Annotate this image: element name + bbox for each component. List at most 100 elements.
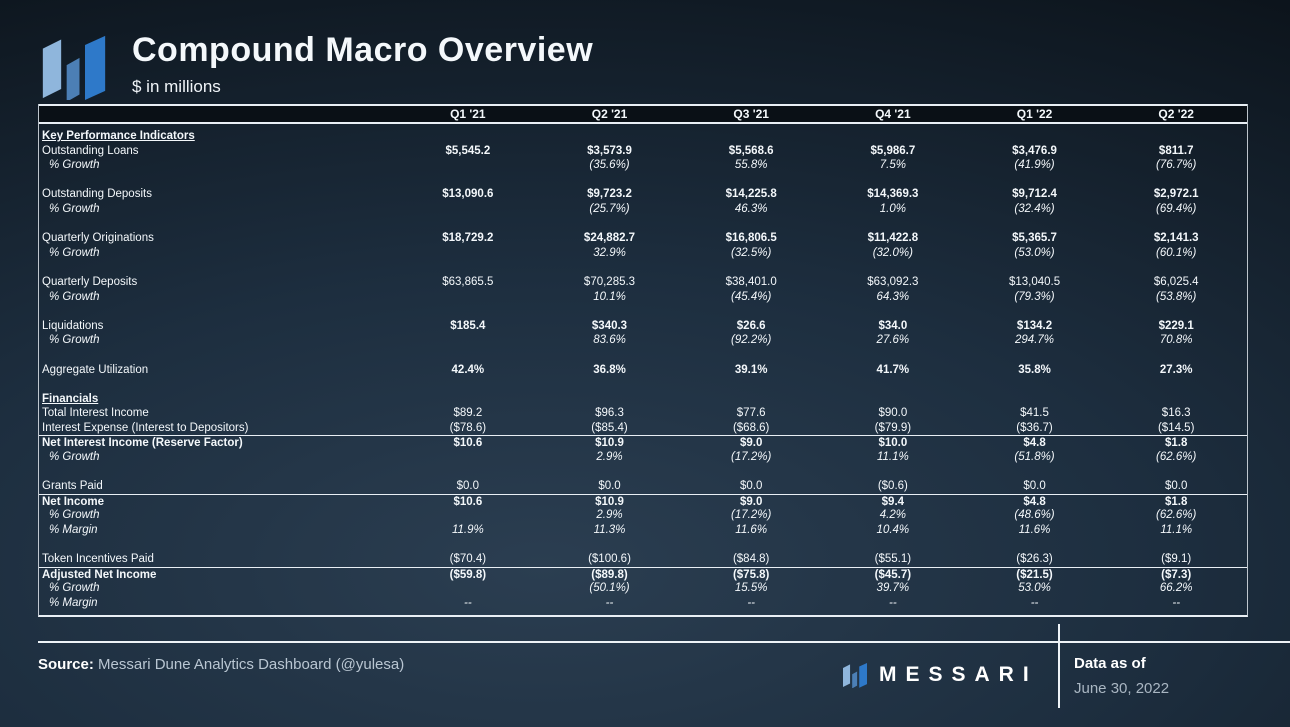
column-header: Q2 '21: [591, 107, 628, 121]
cell-value: ($89.8): [591, 568, 628, 581]
spacer-row: [39, 217, 1247, 232]
row-label: % Margin: [49, 597, 98, 609]
page-title: Compound Macro Overview: [132, 31, 594, 69]
cell-value: 27.3%: [1159, 363, 1193, 376]
cell-value: ($100.6): [588, 553, 631, 566]
cell-value: ($70.4): [449, 553, 487, 566]
table-row: Financials: [39, 392, 1247, 407]
cell-value: ($7.3): [1161, 568, 1192, 581]
cell-value: --: [747, 597, 756, 609]
cell-value: ($36.7): [1016, 421, 1053, 434]
cell-value: (76.7%): [1156, 159, 1197, 172]
cell-value: $4.8: [1023, 437, 1046, 450]
cell-value: (48.6%): [1014, 509, 1055, 522]
cell-value: 11.1%: [1160, 524, 1193, 537]
table-row: % Growth (25.7%) 46.3% 1.0% (32.4%) (69.4%): [39, 202, 1247, 217]
table-row: Token Incentives Paid ($70.4) ($100.6) ($84…: [39, 552, 1247, 567]
cell-value: 11.6%: [1018, 524, 1051, 537]
cell-value: $77.6: [736, 407, 766, 420]
cell-value: $90.0: [878, 407, 908, 420]
cell-value: $4.8: [1023, 495, 1046, 508]
cell-value: ($78.6): [449, 421, 487, 434]
cell-value: 70.8%: [1159, 334, 1193, 347]
cell-value: 53.0%: [1018, 582, 1051, 595]
table-row: Key Performance Indicators: [39, 129, 1247, 144]
cell-value: [397, 581, 539, 596]
row-label: [39, 304, 397, 319]
page-subtitle: $ in millions: [132, 77, 221, 96]
cell-value: $9.0: [739, 495, 763, 508]
cell-value: $9.4: [881, 495, 905, 508]
cell-value: $63,092.3: [867, 275, 919, 288]
cell-value: $13,090.6: [442, 188, 494, 201]
row-label: Grants Paid: [42, 480, 103, 493]
cell-value: $96.3: [595, 407, 624, 420]
cell-value: $2,972.1: [1153, 188, 1199, 201]
cell-value: (69.4%): [1156, 202, 1197, 215]
row-label: Token Incentives Paid: [42, 553, 154, 566]
cell-value: $18,729.2: [442, 232, 494, 245]
cell-value: $10.0: [878, 437, 908, 450]
cell-value: [397, 246, 539, 261]
row-label: % Growth: [49, 509, 100, 522]
cell-value: (51.8%): [1014, 451, 1055, 464]
row-label: [39, 348, 397, 363]
cell-value: $38,401.0: [725, 275, 777, 288]
cell-value: 27.6%: [876, 334, 910, 347]
cell-value: ($68.6): [732, 421, 770, 434]
cell-value: $10.6: [453, 495, 483, 508]
cell-value: [397, 450, 539, 465]
page-header: Compound Macro Overview $ in millions: [40, 30, 593, 100]
cell-value: $89.2: [453, 407, 483, 420]
cell-value: $9,712.4: [1012, 188, 1057, 201]
cell-value: (25.7%): [589, 202, 630, 215]
cell-value: 11.9%: [451, 524, 484, 537]
cell-value: (53.0%): [1014, 246, 1055, 259]
cell-value: (17.2%): [731, 451, 772, 464]
table-row: Outstanding Deposits $13,090.6 $9,723.2 $14…: [39, 187, 1247, 202]
cell-value: $13,040.5: [1008, 275, 1061, 288]
cell-value: 1.0%: [879, 202, 906, 215]
cell-value: $185.4: [450, 319, 486, 332]
table-row: % Growth (50.1%) 15.5% 39.7% 53.0% 66.2%: [39, 581, 1247, 596]
cell-value: (60.1%): [1156, 246, 1197, 259]
cell-value: $229.1: [1158, 319, 1194, 332]
cell-value: $14,225.8: [725, 188, 777, 201]
cell-value: 2.9%: [596, 509, 623, 522]
cell-value: 39.7%: [876, 582, 910, 595]
cell-value: [397, 333, 539, 348]
row-label: % Growth: [49, 451, 100, 464]
cell-value: ($59.8): [449, 568, 487, 581]
cell-value: --: [1172, 597, 1181, 609]
table-row: Outstanding Loans $5,545.2 $3,573.9 $5,568.…: [39, 144, 1247, 159]
cell-value: 66.2%: [1159, 582, 1193, 595]
data-as-of-block: Data as of June 30, 2022: [1074, 655, 1169, 697]
cell-value: $34.0: [878, 319, 908, 332]
cell-value: $3,476.9: [1012, 144, 1057, 157]
spacer-row: [39, 377, 1247, 392]
row-label: % Growth: [49, 159, 100, 172]
cell-value: ($14.5): [1157, 421, 1195, 434]
cell-value: $5,365.7: [1012, 232, 1057, 245]
cell-value: $134.2: [1016, 319, 1053, 332]
cell-value: ($21.5): [1016, 568, 1053, 581]
cell-value: $6,025.4: [1153, 275, 1199, 288]
cell-value: 11.6%: [735, 524, 768, 537]
cell-value: (92.2%): [731, 334, 772, 347]
row-label: Liquidations: [42, 319, 104, 332]
cell-value: $10.6: [453, 437, 483, 450]
column-header: Q3 '21: [733, 107, 769, 121]
cell-value: 83.6%: [593, 334, 626, 347]
messari-wordmark: MESSARI: [843, 662, 1038, 688]
table-row: Interest Expense (Interest to Depositors…: [39, 421, 1247, 436]
cell-value: $0.0: [456, 480, 480, 493]
cell-value: $340.3: [591, 319, 628, 332]
cell-value: (50.1%): [589, 582, 630, 595]
row-label: % Growth: [49, 582, 100, 595]
table-row: Quarterly Deposits $63,865.5 $70,285.3 $38,…: [39, 275, 1247, 290]
row-label: Interest Expense (Interest to Depositors…: [42, 421, 249, 434]
data-as-of-date: June 30, 2022: [1074, 680, 1170, 697]
row-label: Key Performance Indicators: [42, 130, 195, 142]
spacer-row: [39, 260, 1247, 275]
cell-value: $16,806.5: [725, 232, 777, 245]
